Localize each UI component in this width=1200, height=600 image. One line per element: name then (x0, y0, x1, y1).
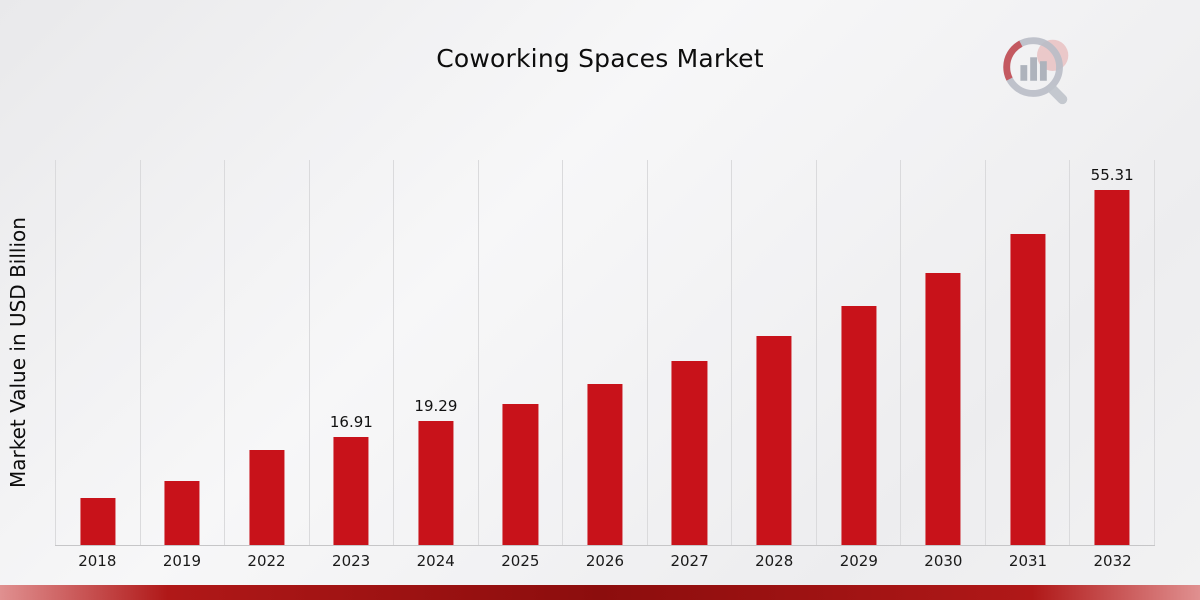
bar-2024 (418, 421, 454, 545)
x-tick-2023: 2023 (332, 552, 371, 570)
logo-magnifier-handle (1047, 84, 1068, 105)
x-axis-ticks: 2018 2019 2022 2023 2024 2025 2026 2027 2028 2029… (55, 552, 1155, 570)
chart-title: Coworking Spaces Market (436, 44, 764, 73)
x-tick-2030: 2030 (924, 552, 963, 570)
logo-bar-2 (1030, 57, 1038, 81)
x-tick-2026: 2026 (585, 552, 625, 570)
bar-2031 (1010, 234, 1046, 545)
bar-2026 (587, 383, 623, 545)
x-tick-2025: 2025 (501, 552, 540, 570)
bar-2029 (841, 306, 877, 545)
x-tick-2018: 2018 (78, 552, 117, 570)
bar-2027 (671, 361, 708, 545)
bar-2032 (1094, 190, 1130, 545)
plot-column-2022 (224, 160, 309, 545)
plot-area: 16.91 19.29 55.31 (55, 160, 1155, 546)
plot-column-2025 (477, 160, 563, 545)
x-tick-2031: 2031 (1008, 552, 1048, 570)
plot-column-2028 (731, 160, 816, 545)
plot-column-2031 (984, 160, 1070, 545)
plot-column-2030 (900, 160, 985, 545)
bar-2023 (333, 436, 369, 545)
bar-2030 (925, 272, 961, 545)
plot-column-2023: 16.91 (308, 160, 394, 545)
y-axis-label: Market Value in USD Billion (6, 217, 30, 488)
bar-2025 (502, 403, 538, 545)
logo-red-arc (1003, 37, 1063, 97)
plot-column-2024: 19.29 (393, 160, 478, 545)
logo-bar-3 (1039, 61, 1047, 81)
plot-column-2027 (646, 160, 732, 545)
bar-2028 (756, 335, 792, 545)
bar-2022 (249, 450, 285, 545)
logo-bar-1 (1020, 65, 1028, 81)
x-tick-2019: 2019 (162, 552, 201, 570)
plot-column-2029 (815, 160, 901, 545)
plot-column-2026 (562, 160, 647, 545)
bottom-accent-strip (0, 585, 1200, 600)
value-label-2024: 19.29 (414, 397, 458, 416)
plot-column-2018 (55, 160, 140, 545)
bar-2019 (164, 481, 200, 545)
bar-2018 (80, 497, 116, 545)
x-tick-2022: 2022 (247, 552, 286, 570)
x-tick-2027: 2027 (670, 552, 709, 570)
x-tick-2032: 2032 (1093, 552, 1132, 570)
value-label-2023: 16.91 (329, 412, 373, 431)
plot-column-2032: 55.31 (1069, 160, 1155, 545)
x-tick-2028: 2028 (755, 552, 794, 570)
x-tick-2029: 2029 (839, 552, 878, 570)
bar-chart-magnifier-logo-icon (1003, 37, 1069, 105)
plot-column-2019 (139, 160, 225, 545)
value-label-2032: 55.31 (1090, 166, 1134, 185)
x-tick-2024: 2024 (416, 552, 455, 570)
